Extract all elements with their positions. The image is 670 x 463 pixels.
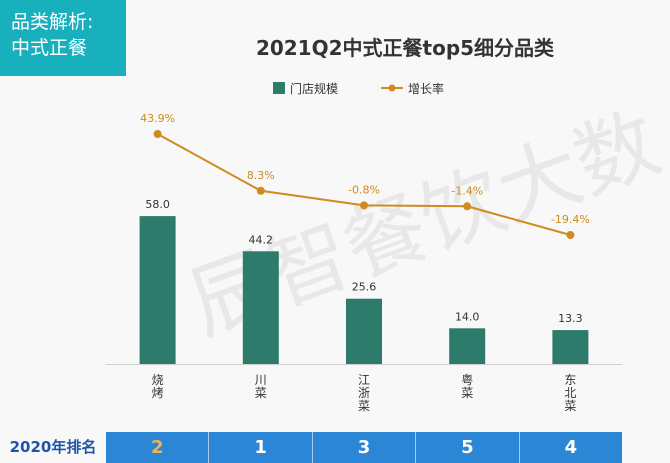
legend-bar-label: 门店规模 [290, 81, 338, 96]
ranking-label: 2020年排名 [9, 438, 97, 456]
bar [242, 251, 279, 364]
category-tag: 品类解析: 中式正餐 [0, 0, 126, 76]
bar [449, 328, 486, 364]
growth-value-label: -1.4% [451, 184, 483, 197]
ranking-cell: 4 [519, 432, 623, 463]
ranking-cell: 3 [312, 432, 417, 463]
x-tick-label: 烤 [152, 385, 164, 400]
chart-title: 2021Q2中式正餐top5细分品类 [255, 36, 555, 60]
ranking-cell: 1 [209, 432, 313, 463]
bar-value-label: 58.0 [145, 198, 170, 211]
growth-point [463, 202, 472, 211]
tag-line-2: 中式正餐 [11, 37, 88, 59]
tag-line-1: 品类解析: [11, 11, 94, 33]
ranking-cell: 2 [106, 432, 210, 463]
x-tick-label: 粤 [461, 372, 473, 387]
bar [552, 330, 589, 364]
growth-value-label: -19.4% [551, 213, 590, 226]
legend-bar-swatch [273, 82, 285, 94]
line-series: 43.9% 8.3% -0.8% -1.4% -19.4% [140, 112, 590, 239]
growth-point [566, 231, 575, 239]
growth-value-label: -0.8% [348, 183, 380, 196]
combo-chart: 门店规模 增长率 58.0 44.2 25.6 14.0 13.3 43.9% 8.3% -0… [106, 81, 622, 413]
x-tick-label: 东 [564, 373, 576, 387]
x-tick-label: 菜 [564, 399, 576, 413]
legend: 门店规模 增长率 [273, 81, 444, 96]
x-tick-label: 浙 [358, 386, 370, 400]
bar-value-label: 25.6 [352, 281, 377, 294]
growth-point [360, 201, 368, 210]
growth-point [256, 186, 265, 195]
bar-value-label: 44.2 [249, 233, 274, 246]
ranking-cell: 5 [416, 432, 520, 463]
growth-value-label: 43.9% [140, 112, 175, 125]
x-tick-label: 菜 [358, 399, 370, 413]
legend-line-marker [388, 84, 396, 92]
x-tick-label: 菜 [461, 386, 473, 400]
legend-line-label: 增长率 [408, 81, 444, 96]
x-tick-label: 菜 [255, 386, 267, 400]
bar-value-label: 13.3 [558, 312, 583, 325]
bar-value-label: 14.0 [455, 310, 480, 323]
bar-series: 58.0 44.2 25.6 14.0 13.3 [139, 198, 589, 364]
bar [139, 216, 176, 364]
x-tick-label: 川 [255, 373, 267, 387]
bar [346, 298, 382, 364]
x-tick-label: 烧 [152, 373, 164, 387]
x-tick-label: 北 [564, 386, 576, 400]
x-tick-label: 江 [358, 373, 370, 387]
growth-value-label: 8.3% [247, 169, 275, 182]
growth-point [153, 130, 162, 138]
